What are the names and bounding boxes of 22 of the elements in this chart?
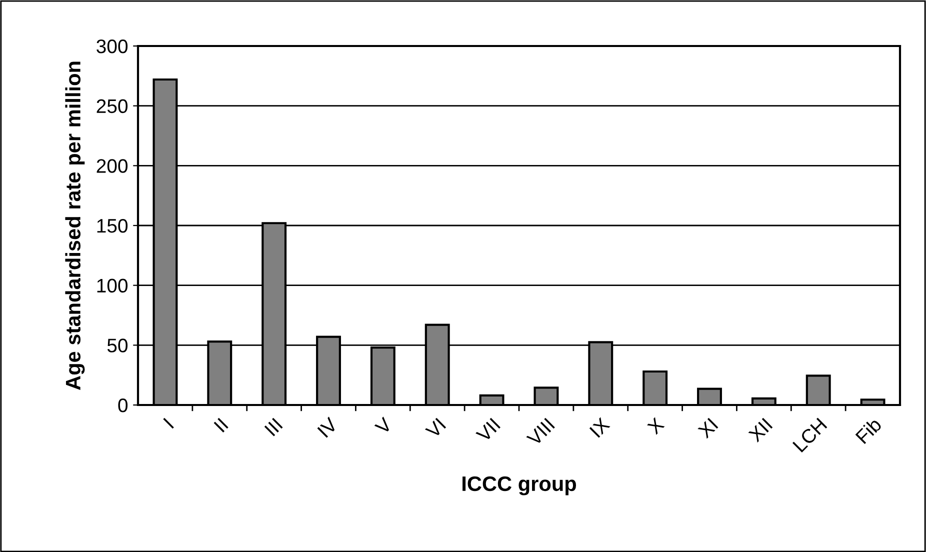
y-tick-label: 300	[96, 39, 128, 54]
y-tick-label: 50	[107, 338, 128, 352]
y-tick-label: 100	[97, 278, 128, 293]
x-tick-label: IX	[589, 416, 610, 438]
x-tick-label: XII	[748, 418, 773, 443]
x-tick-label: VII	[476, 418, 500, 443]
y-tick-label: 0	[118, 398, 128, 412]
x-tick-label: VI	[424, 418, 446, 440]
x-tick-label: XI	[697, 418, 718, 439]
x-tick-label: VIII	[526, 418, 555, 447]
x-tick-label: IV	[317, 416, 338, 438]
y-axis-title: Age standardised rate per million	[65, 62, 85, 390]
x-tick-label: V	[374, 416, 393, 436]
x-tick-label: II	[214, 418, 228, 432]
y-tick-label: 250	[96, 99, 128, 114]
y-tick-label: 200	[96, 159, 128, 173]
y-tick-label: 150	[97, 218, 128, 233]
x-tick-label: III	[264, 418, 283, 436]
x-tick-label: X	[646, 416, 665, 435]
x-tick-label: Fib	[854, 416, 882, 444]
x-tick-label: I	[163, 418, 174, 429]
x-axis-title: ICCC group	[462, 476, 576, 496]
